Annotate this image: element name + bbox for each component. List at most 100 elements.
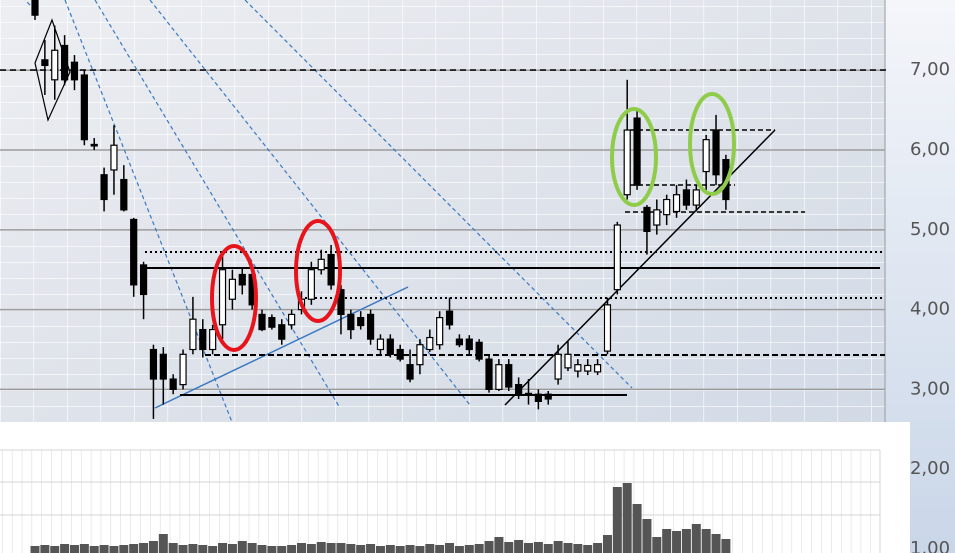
candle-body [436,316,444,346]
volume-bar [445,543,455,553]
volume-bar [672,531,682,553]
volume-bar [247,543,257,553]
volume-bar [425,544,435,553]
candles [31,0,730,419]
candle-body [692,189,700,206]
volume-bar [336,543,346,553]
volume-bar [188,544,198,553]
candle-body [327,253,335,286]
volume-bar [237,541,247,553]
volume-bar [652,537,662,553]
candle-body [258,313,266,331]
volume-bar [257,545,267,553]
annotations [0,0,890,423]
volume-bar [454,546,464,553]
volume-bar [612,487,622,553]
volume-bar [129,544,139,553]
candle-body [554,353,562,380]
y-tick-label: 2,00 [910,458,950,479]
volume-bar [405,545,415,553]
volume-bar [277,546,287,553]
candle-body [653,209,661,226]
volume-bar [474,544,484,553]
volume-bar [681,529,691,553]
volume-bar [514,540,524,553]
candle-body [288,313,296,326]
volume-bar [415,546,425,553]
y-tick-label: 4,00 [910,299,950,320]
volume-bar [119,545,129,553]
candle-body [672,194,681,213]
volume-bar [583,545,593,553]
candle-body [238,273,246,286]
candle-body [426,336,434,351]
candle-body [317,258,325,271]
volume-bar [30,546,40,553]
volume-bar [316,542,326,553]
candle-body [702,139,710,173]
volume-bar [563,543,573,553]
candle-body [179,353,187,386]
candle-body [376,338,385,351]
volume-bar [711,534,721,553]
volume-bar [622,483,632,553]
volume-bar [543,544,553,553]
candle-body [544,393,552,400]
volume-bar [287,545,297,553]
candle-body [475,341,483,360]
candle-body [120,178,128,211]
volume-bar [356,545,366,553]
candle-body [416,344,424,366]
volume-bar [296,543,306,553]
volume-bar [662,529,672,553]
volume-bar [464,545,474,553]
candle-body [485,358,493,391]
volume-bar [484,541,494,553]
candle-body [61,44,69,81]
volume-bar [208,546,218,553]
candle-body [623,129,631,196]
candle-body [130,218,138,286]
y-tick-label: 6,00 [910,139,950,160]
y-axis-labels: 8,007,006,005,004,003,002,001,00 [910,0,950,553]
volume-bar [198,545,208,553]
candle-body [396,348,404,360]
candle-body [593,364,602,373]
y-tick-label: 3,00 [910,378,950,399]
candle-body [189,318,197,351]
volume-bar [89,546,99,553]
candle-body [337,289,345,316]
candle-body [209,328,217,351]
candle-body [100,174,108,201]
volume-hgrid [0,449,881,553]
volume-bar [69,545,79,553]
candle-body [110,144,118,171]
candle-body [366,313,375,340]
candle-body [149,348,158,380]
candle-body [406,364,414,380]
volume-bar [40,545,50,553]
volume-bar [227,544,237,553]
volume-bar [99,545,109,553]
candle-body [199,328,207,351]
candle-body [505,364,513,388]
candle-body [357,316,365,327]
volume-bar [375,546,385,553]
candle-body [218,269,227,326]
volume-bar [504,542,514,553]
volume-bar [218,543,228,553]
volume-bar [395,546,405,553]
candle-body [169,378,177,391]
volume-bars [30,483,731,553]
candle-body [31,0,39,16]
volume-bar [494,537,504,553]
candle-body [347,313,355,331]
volume-bar [553,541,563,553]
candle-body [584,364,592,372]
volume-bar [691,524,701,553]
candle-body [682,189,691,206]
volume-bar [573,544,583,553]
candle-body [307,269,315,300]
volume-bar [60,544,70,553]
